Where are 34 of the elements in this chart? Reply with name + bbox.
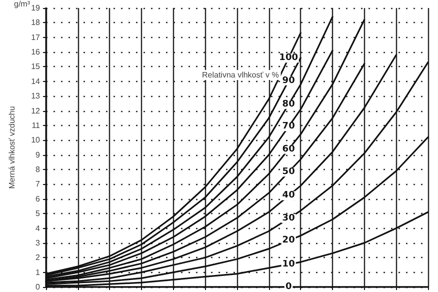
annotation: Relativna vlhkosť v %: [202, 70, 279, 80]
series-label: 100: [279, 53, 298, 64]
series-label: 30: [282, 213, 295, 224]
y-tick-label: 0: [36, 282, 41, 292]
y-tick-label: 6: [36, 194, 41, 204]
series-label: 40: [282, 190, 295, 201]
y-tick-label: 3: [36, 238, 41, 248]
series-label: 20: [282, 236, 295, 246]
series-label: 70: [282, 122, 295, 132]
y-tick-label: 12: [31, 106, 41, 116]
y-tick-label: 7: [36, 180, 41, 189]
series-label: 80: [282, 99, 295, 110]
series-label: 50: [282, 167, 295, 178]
y-tick-label: 11: [32, 120, 41, 130]
y-tick-label: 5: [36, 209, 41, 218]
y-tick-label: 10: [31, 136, 41, 145]
series-label: 10: [282, 259, 295, 270]
y-tick-label: 1: [36, 268, 41, 277]
series-label: 90: [282, 76, 295, 86]
text: g/m³: [14, 0, 30, 8]
y-axis-title: Merná vlhkosť vzduchu: [8, 106, 16, 189]
y-tick-label: 17: [31, 32, 41, 42]
series-label: 60: [282, 144, 295, 154]
y-tick-label: 13: [31, 92, 41, 101]
y-tick-label: 8: [36, 165, 41, 174]
legend-label: 0: [285, 282, 292, 292]
y-tick-label: 18: [31, 18, 41, 28]
y-tick-label: 9: [36, 150, 41, 160]
y-tick-label: 16: [31, 48, 41, 57]
y-tick-label: 14: [31, 76, 41, 86]
y-tick-label: 2: [36, 253, 41, 262]
y-tick-label: 19: [31, 4, 41, 12]
y-tick-label: 15: [31, 62, 41, 72]
y-tick-label: 4: [36, 224, 41, 233]
